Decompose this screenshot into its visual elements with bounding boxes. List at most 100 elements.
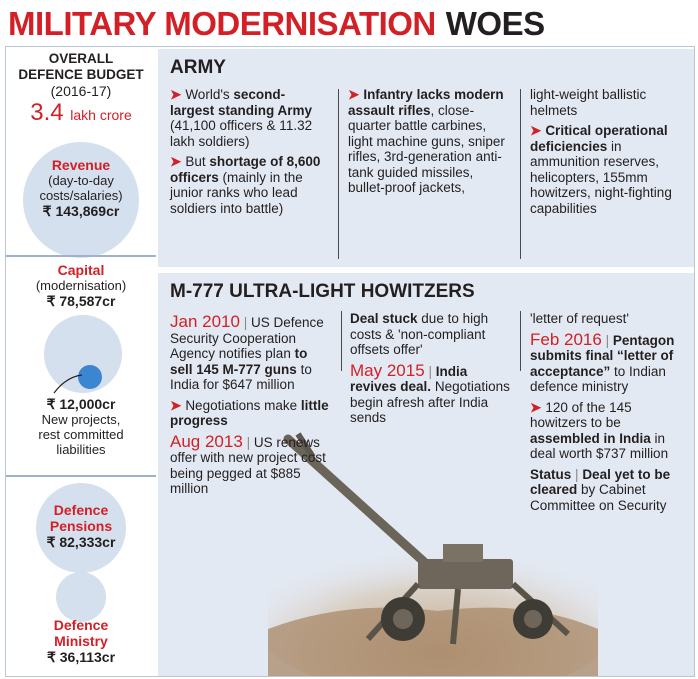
revenue-desc-1: (day-to-day bbox=[48, 173, 114, 188]
m777-bullet-2: ➤ 120 of the 145 howitzers to be assemble… bbox=[530, 400, 690, 462]
howitzer-image bbox=[268, 432, 598, 676]
budget-column: OVERALL DEFENCE BUDGET (2016-17) 3.4 lak… bbox=[6, 47, 156, 676]
army-bold: second-largest standing Army bbox=[170, 87, 313, 118]
m777-bold: Pentagon submits final “letter of accept… bbox=[530, 332, 675, 379]
army-bullet-4: ➤ Critical operational deficiencies in am… bbox=[530, 123, 690, 216]
budget-title-line2: DEFENCE BUDGET bbox=[18, 67, 144, 82]
m777-jan2010: Jan 2010 | US Defence Security Cooperati… bbox=[170, 312, 330, 393]
budget-header: OVERALL DEFENCE BUDGET (2016-17) 3.4 lak… bbox=[6, 51, 156, 128]
army-text: in ammunition reserves, helicopters, 155… bbox=[530, 138, 672, 216]
m777-deal-stuck: Deal stuck due to high costs & 'non-comp… bbox=[350, 311, 515, 358]
m777-bold: to sell 145 M-777 guns bbox=[170, 346, 308, 377]
capital-amount: ₹ 78,587cr bbox=[46, 293, 116, 309]
m777-aug2013: Aug 2013 | US renews offer with new proj… bbox=[170, 431, 330, 497]
army-bullet-2: ➤ But shortage of 8,600 officers (mainly … bbox=[170, 154, 328, 216]
triangle-arrow-icon: ➤ bbox=[170, 154, 182, 169]
date-label: Feb 2016 bbox=[530, 329, 602, 349]
m777-text: to India for $647 million bbox=[170, 361, 312, 393]
m777-col-2: Deal stuck due to high costs & 'non-comp… bbox=[350, 311, 515, 431]
capital-block: Capital (modernisation) ₹ 78,587cr bbox=[6, 262, 156, 309]
main-panel: ARMY ➤ World's second-largest standing Ar… bbox=[158, 49, 694, 676]
m777-text: by Cabinet Committee on Security bbox=[530, 482, 667, 513]
army-text: But bbox=[185, 154, 210, 169]
separator: | bbox=[428, 363, 432, 379]
revenue-amount: ₹ 143,869cr bbox=[42, 203, 120, 219]
capital-desc: (modernisation) bbox=[35, 278, 127, 293]
army-bold: Infantry lacks modern assault rifles bbox=[348, 87, 504, 118]
column-divider bbox=[520, 89, 521, 259]
infographic-frame: OVERALL DEFENCE BUDGET (2016-17) 3.4 lak… bbox=[5, 46, 695, 677]
m777-text: US Defence Security Cooperation Agency n… bbox=[170, 315, 324, 361]
m777-bold: India revives deal. bbox=[350, 363, 468, 395]
date-label: Jan 2010 bbox=[170, 312, 240, 331]
m777-may2015: May 2015 | India revives deal. Negotiati… bbox=[350, 360, 515, 426]
triangle-arrow-icon: ➤ bbox=[170, 87, 182, 102]
new-projects-amount: ₹ 12,000cr bbox=[46, 396, 116, 412]
headline-red: MILITARY MODERNISATION bbox=[8, 5, 436, 42]
army-cont: light-weight ballistic helmets bbox=[530, 87, 647, 118]
m777-col-3: 'letter of request' Feb 2016 | Pentagon … bbox=[530, 311, 690, 518]
m777-bold: little progress bbox=[170, 397, 329, 429]
headline-black: WOES bbox=[445, 5, 545, 42]
ministry-amount: ₹ 36,113cr bbox=[46, 649, 116, 665]
pensions-label-2: Pensions bbox=[49, 518, 113, 534]
budget-total-value: 3.4 bbox=[30, 99, 64, 126]
army-col-2: ➤ Infantry lacks modern assault rifles, c… bbox=[348, 87, 513, 201]
pensions-block: Defence Pensions ₹ 82,333cr bbox=[6, 502, 156, 550]
separator: | bbox=[246, 434, 251, 450]
army-title: ARMY bbox=[170, 57, 226, 78]
m777-bullet-1: ➤ Negotiations make little progress bbox=[170, 398, 330, 429]
m777-text: Negotiations make bbox=[185, 397, 301, 413]
pensions-label-1: Defence bbox=[53, 502, 109, 518]
revenue-desc-2: costs/salaries) bbox=[39, 188, 123, 203]
separator: | bbox=[243, 315, 248, 330]
headline: MILITARY MODERNISATION WOES bbox=[8, 4, 545, 44]
ministry-circle bbox=[56, 572, 106, 622]
m777-col-1: Jan 2010 | US Defence Security Cooperati… bbox=[170, 312, 330, 502]
m777-text: in deal worth $737 million bbox=[530, 430, 669, 462]
army-bullet-1: ➤ World's second-largest standing Army (4… bbox=[170, 87, 328, 149]
m777-cont: 'letter of request' bbox=[530, 311, 629, 326]
new-projects-desc-2: rest committed bbox=[38, 427, 124, 442]
separator: | bbox=[605, 332, 610, 348]
column-divider bbox=[520, 311, 521, 371]
pointer-line-icon bbox=[53, 374, 83, 394]
army-bullet-3: ➤ Infantry lacks modern assault rifles, c… bbox=[348, 87, 513, 196]
m777-text: Negotiations begin afresh after India se… bbox=[350, 379, 510, 425]
army-col-3: light-weight ballistic helmets ➤ Critical… bbox=[530, 87, 690, 221]
date-label: Aug 2013 bbox=[170, 431, 243, 451]
capital-label: Capital bbox=[57, 262, 105, 278]
triangle-arrow-icon: ➤ bbox=[530, 399, 542, 415]
revenue-circle bbox=[23, 142, 139, 258]
pensions-circle bbox=[36, 483, 126, 573]
new-projects-block: ₹ 12,000cr New projects, rest committed … bbox=[6, 396, 156, 457]
m777-text: 120 of the 145 howitzers to be bbox=[530, 399, 632, 431]
ministry-label-1: Defence bbox=[53, 617, 109, 633]
new-projects-desc-3: liabilities bbox=[56, 442, 106, 457]
new-projects-desc-1: New projects, bbox=[41, 412, 121, 427]
triangle-arrow-icon: ➤ bbox=[348, 87, 360, 102]
separator: | bbox=[575, 466, 579, 482]
divider bbox=[6, 475, 156, 477]
revenue-label: Revenue bbox=[51, 157, 111, 173]
budget-total: 3.4 lakh crore bbox=[6, 100, 156, 128]
m777-feb2016: Feb 2016 | Pentagon submits final “lette… bbox=[530, 329, 690, 395]
column-divider bbox=[341, 311, 342, 371]
m777-title: M-777 ULTRA-LIGHT HOWITZERS bbox=[170, 281, 475, 302]
column-divider bbox=[338, 89, 339, 259]
budget-year: (2016-17) bbox=[50, 83, 112, 99]
date-label: May 2015 bbox=[350, 360, 425, 380]
triangle-arrow-icon: ➤ bbox=[170, 397, 182, 413]
army-text: (mainly in the junior ranks who lead sol… bbox=[170, 169, 303, 216]
status-label: Status bbox=[530, 466, 572, 482]
ministry-label-2: Ministry bbox=[54, 633, 108, 649]
m777-bold: Deal yet to be cleared bbox=[530, 466, 671, 498]
new-projects-dot bbox=[78, 365, 102, 389]
budget-title-line1: OVERALL bbox=[48, 51, 114, 66]
budget-total-unit: lakh crore bbox=[70, 107, 132, 123]
army-col-1: ➤ World's second-largest standing Army (4… bbox=[170, 87, 328, 221]
army-bold: Critical operational deficiencies bbox=[530, 123, 668, 154]
divider bbox=[6, 255, 156, 257]
pensions-amount: ₹ 82,333cr bbox=[46, 534, 116, 550]
m777-text: due to high costs & 'non-compliant offse… bbox=[350, 311, 489, 357]
